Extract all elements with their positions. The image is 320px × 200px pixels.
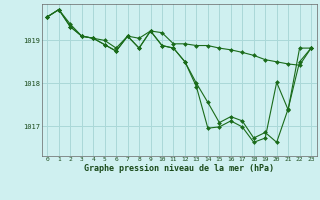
X-axis label: Graphe pression niveau de la mer (hPa): Graphe pression niveau de la mer (hPa) xyxy=(84,164,274,173)
